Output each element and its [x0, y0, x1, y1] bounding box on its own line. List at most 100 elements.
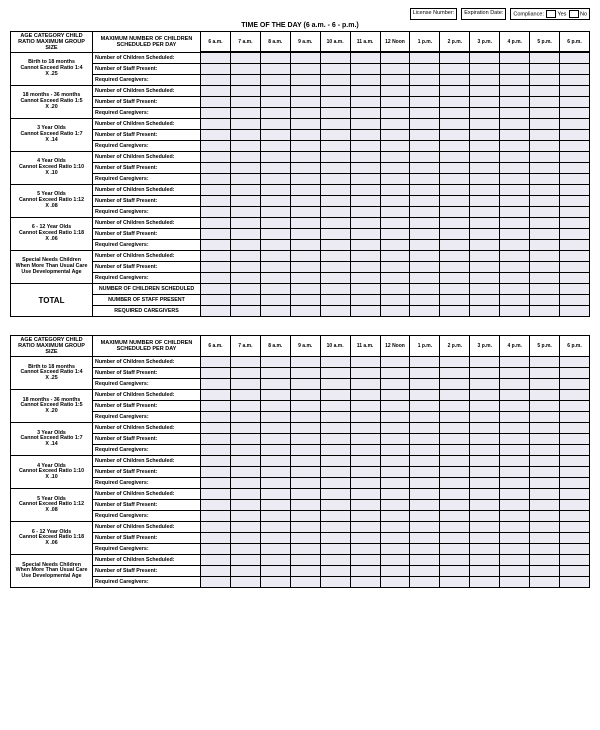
data-cell[interactable] — [530, 229, 560, 240]
data-cell[interactable] — [230, 284, 260, 295]
data-cell[interactable] — [320, 577, 350, 588]
data-cell[interactable] — [320, 163, 350, 174]
data-cell[interactable] — [260, 423, 290, 434]
data-cell[interactable] — [290, 306, 320, 317]
data-cell[interactable] — [201, 467, 231, 478]
data-cell[interactable] — [470, 295, 500, 306]
data-cell[interactable] — [530, 566, 560, 577]
data-cell[interactable] — [350, 306, 380, 317]
data-cell[interactable] — [560, 412, 590, 423]
data-cell[interactable] — [380, 97, 410, 108]
data-cell[interactable] — [380, 467, 410, 478]
data-cell[interactable] — [380, 423, 410, 434]
data-cell[interactable] — [560, 240, 590, 251]
data-cell[interactable] — [260, 218, 290, 229]
data-cell[interactable] — [410, 53, 440, 64]
data-cell[interactable] — [440, 262, 470, 273]
data-cell[interactable] — [230, 306, 260, 317]
data-cell[interactable] — [290, 119, 320, 130]
data-cell[interactable] — [470, 119, 500, 130]
data-cell[interactable] — [470, 152, 500, 163]
data-cell[interactable] — [470, 357, 500, 368]
data-cell[interactable] — [410, 379, 440, 390]
data-cell[interactable] — [470, 229, 500, 240]
data-cell[interactable] — [260, 390, 290, 401]
data-cell[interactable] — [320, 53, 350, 64]
data-cell[interactable] — [320, 130, 350, 141]
data-cell[interactable] — [350, 511, 380, 522]
data-cell[interactable] — [290, 53, 320, 64]
data-cell[interactable] — [410, 218, 440, 229]
data-cell[interactable] — [440, 185, 470, 196]
data-cell[interactable] — [530, 185, 560, 196]
data-cell[interactable] — [560, 390, 590, 401]
data-cell[interactable] — [201, 401, 231, 412]
data-cell[interactable] — [410, 412, 440, 423]
data-cell[interactable] — [260, 434, 290, 445]
data-cell[interactable] — [260, 185, 290, 196]
data-cell[interactable] — [560, 511, 590, 522]
data-cell[interactable] — [440, 555, 470, 566]
data-cell[interactable] — [350, 555, 380, 566]
data-cell[interactable] — [230, 522, 260, 533]
data-cell[interactable] — [470, 489, 500, 500]
data-cell[interactable] — [201, 262, 231, 273]
data-cell[interactable] — [530, 141, 560, 152]
data-cell[interactable] — [350, 489, 380, 500]
data-cell[interactable] — [290, 533, 320, 544]
data-cell[interactable] — [350, 207, 380, 218]
data-cell[interactable] — [260, 456, 290, 467]
data-cell[interactable] — [500, 511, 530, 522]
data-cell[interactable] — [470, 577, 500, 588]
data-cell[interactable] — [230, 544, 260, 555]
data-cell[interactable] — [230, 108, 260, 119]
data-cell[interactable] — [201, 412, 231, 423]
data-cell[interactable] — [201, 141, 231, 152]
data-cell[interactable] — [201, 390, 231, 401]
data-cell[interactable] — [410, 489, 440, 500]
data-cell[interactable] — [500, 262, 530, 273]
data-cell[interactable] — [500, 412, 530, 423]
data-cell[interactable] — [470, 141, 500, 152]
data-cell[interactable] — [320, 522, 350, 533]
data-cell[interactable] — [290, 368, 320, 379]
data-cell[interactable] — [201, 445, 231, 456]
data-cell[interactable] — [560, 207, 590, 218]
data-cell[interactable] — [470, 108, 500, 119]
data-cell[interactable] — [350, 97, 380, 108]
data-cell[interactable] — [201, 273, 231, 284]
data-cell[interactable] — [260, 306, 290, 317]
data-cell[interactable] — [470, 306, 500, 317]
data-cell[interactable] — [500, 390, 530, 401]
data-cell[interactable] — [530, 544, 560, 555]
data-cell[interactable] — [350, 295, 380, 306]
data-cell[interactable] — [440, 163, 470, 174]
data-cell[interactable] — [260, 97, 290, 108]
data-cell[interactable] — [500, 284, 530, 295]
data-cell[interactable] — [560, 379, 590, 390]
data-cell[interactable] — [290, 229, 320, 240]
data-cell[interactable] — [500, 185, 530, 196]
data-cell[interactable] — [201, 500, 231, 511]
data-cell[interactable] — [530, 401, 560, 412]
data-cell[interactable] — [290, 434, 320, 445]
data-cell[interactable] — [320, 434, 350, 445]
data-cell[interactable] — [290, 412, 320, 423]
data-cell[interactable] — [201, 97, 231, 108]
data-cell[interactable] — [320, 467, 350, 478]
data-cell[interactable] — [530, 64, 560, 75]
data-cell[interactable] — [530, 86, 560, 97]
data-cell[interactable] — [320, 64, 350, 75]
data-cell[interactable] — [500, 174, 530, 185]
data-cell[interactable] — [440, 174, 470, 185]
data-cell[interactable] — [410, 368, 440, 379]
data-cell[interactable] — [410, 75, 440, 86]
data-cell[interactable] — [290, 273, 320, 284]
data-cell[interactable] — [260, 229, 290, 240]
data-cell[interactable] — [320, 229, 350, 240]
data-cell[interactable] — [260, 141, 290, 152]
data-cell[interactable] — [470, 478, 500, 489]
data-cell[interactable] — [500, 64, 530, 75]
data-cell[interactable] — [350, 368, 380, 379]
data-cell[interactable] — [560, 401, 590, 412]
